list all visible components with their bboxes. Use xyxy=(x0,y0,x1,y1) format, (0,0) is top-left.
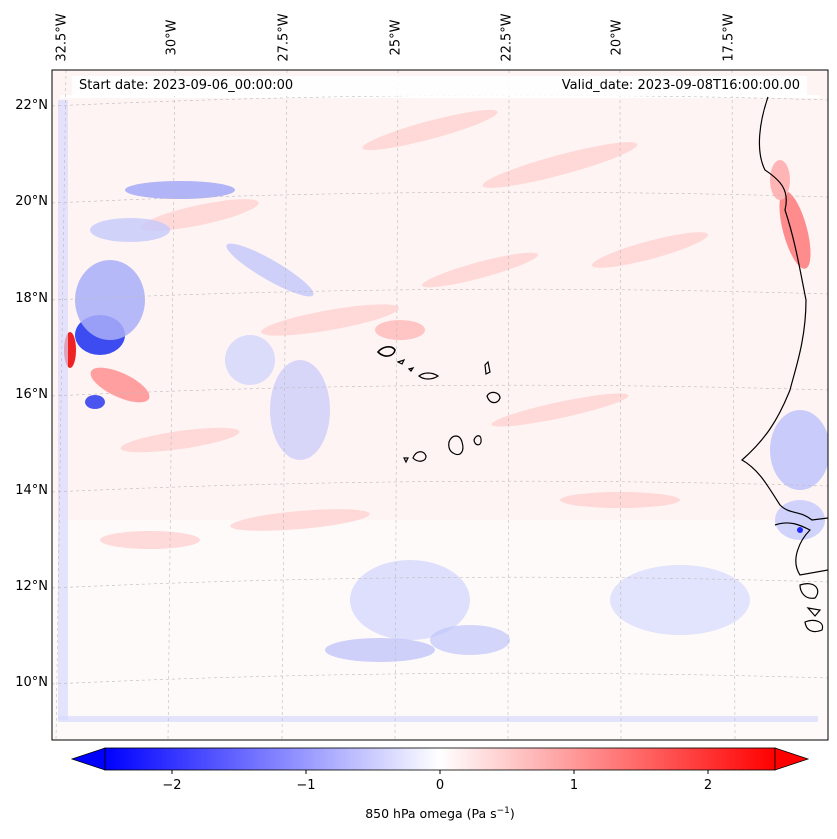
colorbar-label: 850 hPa omega (Pa s−1) xyxy=(365,806,515,821)
lat-label-14n: 14°N xyxy=(15,483,48,498)
colorbar-label-close: ) xyxy=(509,806,515,822)
lon-label-20w: 20°W xyxy=(609,19,625,56)
valid-date-label: Valid_date: 2023-09-08T16:00:00.00 xyxy=(561,78,800,93)
colorbar xyxy=(70,747,810,774)
lon-label-27-5w: 27.5°W xyxy=(276,13,292,62)
colorbar-bar xyxy=(104,747,776,771)
colorbar-tick-2: 2 xyxy=(703,778,713,793)
colorbar-label-text: 850 hPa omega (Pa s xyxy=(365,806,497,822)
lat-label-18n: 18°N xyxy=(15,291,48,306)
header-box xyxy=(72,76,807,96)
graticule xyxy=(52,70,828,740)
cape-verde-santo-antao xyxy=(376,346,396,357)
africa-coast xyxy=(740,96,828,521)
omega-field xyxy=(52,70,828,740)
coastlines xyxy=(376,96,828,633)
lat-label-12n: 12°N xyxy=(15,579,48,594)
lon-label-17-5w: 17.5°W xyxy=(721,13,737,62)
lon-label-25w: 25°W xyxy=(388,19,404,56)
lat-label-20n: 20°N xyxy=(15,194,48,209)
colorbar-tick-minus2: −2 xyxy=(162,778,182,793)
colorbar-tick-0: 0 xyxy=(435,778,445,793)
start-date-label: Start date: 2023-09-06_00:00:00 xyxy=(79,78,294,93)
lon-label-30w: 30°W xyxy=(164,19,180,56)
lat-label-16n: 16°N xyxy=(15,387,48,402)
colorbar-extend-low xyxy=(70,747,106,771)
colorbar-extend-high xyxy=(774,747,810,771)
lon-label-32-5w: 32.5°W xyxy=(54,13,70,62)
positive-omega-patches xyxy=(100,109,709,549)
map-frame xyxy=(51,69,829,741)
lat-label-10n: 10°N xyxy=(15,675,48,690)
colorbar-tick-minus1: −1 xyxy=(296,778,316,793)
colorbar-tick-1: 1 xyxy=(569,778,579,793)
lat-label-22n: 22°N xyxy=(15,98,48,113)
colorbar-label-exponent: −1 xyxy=(496,806,510,816)
lon-label-22-5w: 22.5°W xyxy=(499,13,515,62)
